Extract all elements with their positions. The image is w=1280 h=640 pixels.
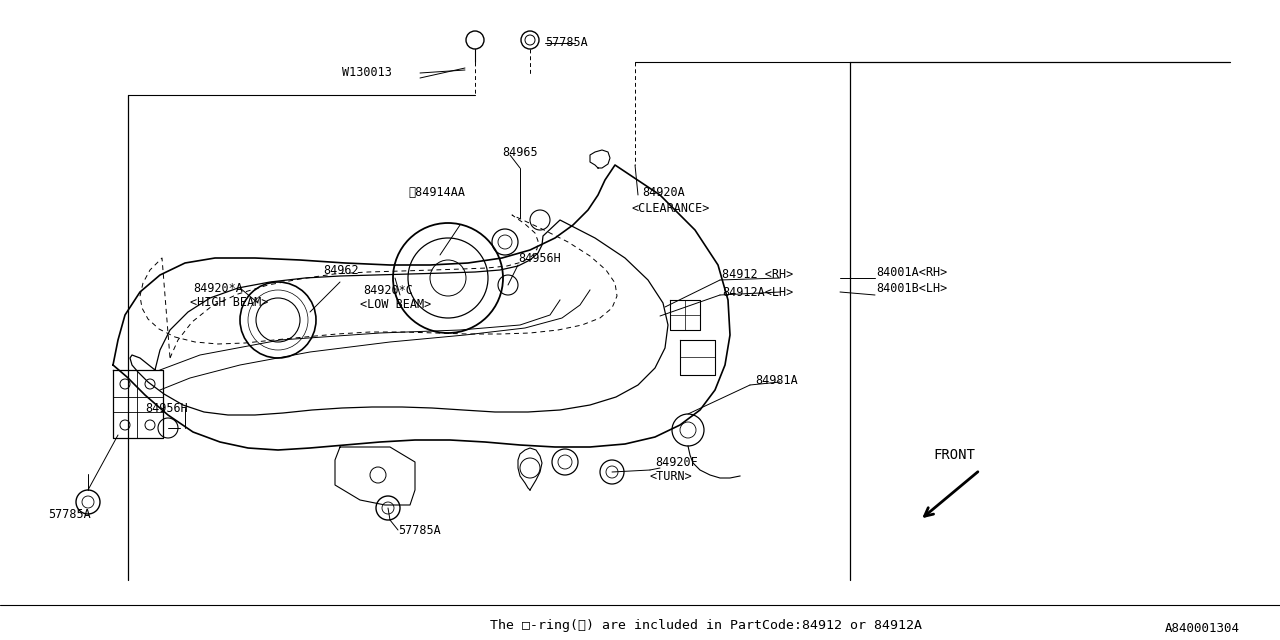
Text: A840001304: A840001304 — [1165, 621, 1240, 634]
Text: 84962: 84962 — [323, 264, 358, 276]
Text: <CLEARANCE>: <CLEARANCE> — [632, 202, 710, 214]
Text: <TURN>: <TURN> — [650, 470, 692, 483]
Text: 84981A: 84981A — [755, 374, 797, 387]
Text: <LOW BEAM>: <LOW BEAM> — [360, 298, 431, 312]
Text: 84956H: 84956H — [145, 401, 188, 415]
Text: <HIGH BEAM>: <HIGH BEAM> — [189, 296, 269, 310]
Text: 84956H: 84956H — [518, 252, 561, 264]
Text: 84912 <RH>: 84912 <RH> — [722, 269, 794, 282]
Text: 84001A<RH>: 84001A<RH> — [876, 266, 947, 278]
Text: 84920*A: 84920*A — [193, 282, 243, 294]
Text: FRONT: FRONT — [933, 448, 975, 462]
Text: ※84914AA: ※84914AA — [408, 186, 465, 198]
Text: 57785A: 57785A — [49, 509, 91, 522]
Text: The □-ring(※) are included in PartCode:84912 or 84912A: The □-ring(※) are included in PartCode:8… — [490, 618, 922, 632]
Text: W130013: W130013 — [342, 67, 392, 79]
Text: 84920*C: 84920*C — [364, 284, 413, 296]
Text: 57785A: 57785A — [545, 36, 588, 49]
Text: 84912A<LH>: 84912A<LH> — [722, 285, 794, 298]
Text: 84965: 84965 — [502, 145, 538, 159]
Text: 84001B<LH>: 84001B<LH> — [876, 282, 947, 294]
Text: 57785A: 57785A — [398, 524, 440, 536]
Text: 84920F: 84920F — [655, 456, 698, 468]
Text: 84920A: 84920A — [643, 186, 685, 198]
